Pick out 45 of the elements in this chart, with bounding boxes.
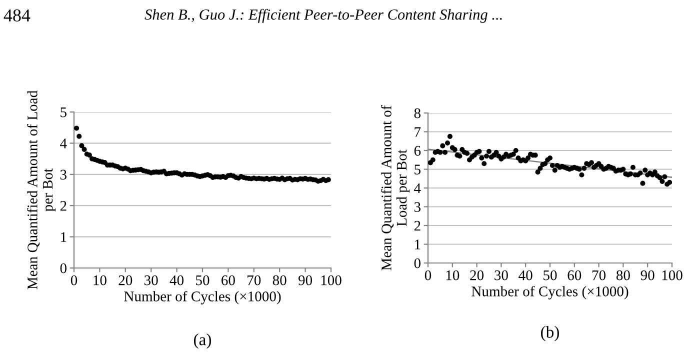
x-tick-label: 30 bbox=[494, 270, 508, 280]
x-tick-label: 60 bbox=[568, 270, 582, 280]
x-tick-label: 60 bbox=[222, 275, 235, 286]
y-tick-label: 8 bbox=[414, 108, 420, 118]
x-tick-label: 0 bbox=[424, 270, 432, 280]
x-tick-label: 70 bbox=[592, 270, 606, 280]
x-tick-label: 80 bbox=[616, 270, 630, 280]
x-tick-label: 70 bbox=[248, 275, 261, 286]
y-tick-label: 1 bbox=[61, 232, 66, 242]
text: Shen B., Guo J.: Efficient Peer-to-Peer Content Sharing ... bbox=[144, 8, 502, 23]
y-tick-label: 5 bbox=[414, 164, 420, 174]
x-tick-label: 30 bbox=[144, 275, 158, 286]
x-tick-label: 50 bbox=[196, 275, 210, 286]
y-axis-title: Mean Quantified Amount of Load per Bot bbox=[26, 90, 56, 290]
x-tick-label: 40 bbox=[518, 270, 532, 280]
x-tick-label: 20 bbox=[118, 275, 132, 286]
x-axis-title: Number of Cycles (×1000) bbox=[124, 290, 281, 304]
text: 484 bbox=[4, 9, 30, 22]
y-tick-label: 0 bbox=[414, 258, 420, 268]
x-tick-label: 10 bbox=[446, 270, 460, 280]
x-tick-label: 40 bbox=[170, 275, 184, 286]
x-tick-label: 100 bbox=[662, 270, 682, 280]
y-tick-label: 5 bbox=[60, 108, 66, 118]
y-tick-label: 6 bbox=[414, 146, 421, 156]
x-tick-label: 80 bbox=[272, 275, 286, 286]
text: (a) bbox=[194, 334, 212, 349]
text: (b) bbox=[541, 326, 559, 342]
y-tick-label: 0 bbox=[60, 263, 66, 274]
x-tick-label: 20 bbox=[470, 270, 484, 280]
x-tick-label: 0 bbox=[70, 275, 78, 286]
y-tick-label: 4 bbox=[60, 138, 67, 148]
y-tick-label: 1 bbox=[415, 240, 420, 250]
y-tick-label: 3 bbox=[414, 202, 420, 212]
y-axis-title: Mean Quantified Amount of Load per Bot bbox=[380, 105, 410, 270]
x-tick-label: 90 bbox=[298, 275, 312, 286]
y-tick-label: 3 bbox=[60, 170, 66, 180]
y-tick-label: 2 bbox=[414, 220, 420, 231]
x-tick-label: 100 bbox=[321, 275, 342, 286]
y-tick-label: 7 bbox=[414, 127, 421, 137]
x-tick-label: 90 bbox=[640, 270, 654, 280]
x-axis-title: Number of Cycles (×1000) bbox=[472, 286, 628, 300]
x-tick-label: 10 bbox=[94, 275, 106, 286]
x-tick-label: 50 bbox=[544, 270, 557, 280]
y-tick-label: 2 bbox=[60, 201, 66, 211]
y-tick-label: 4 bbox=[414, 183, 421, 194]
